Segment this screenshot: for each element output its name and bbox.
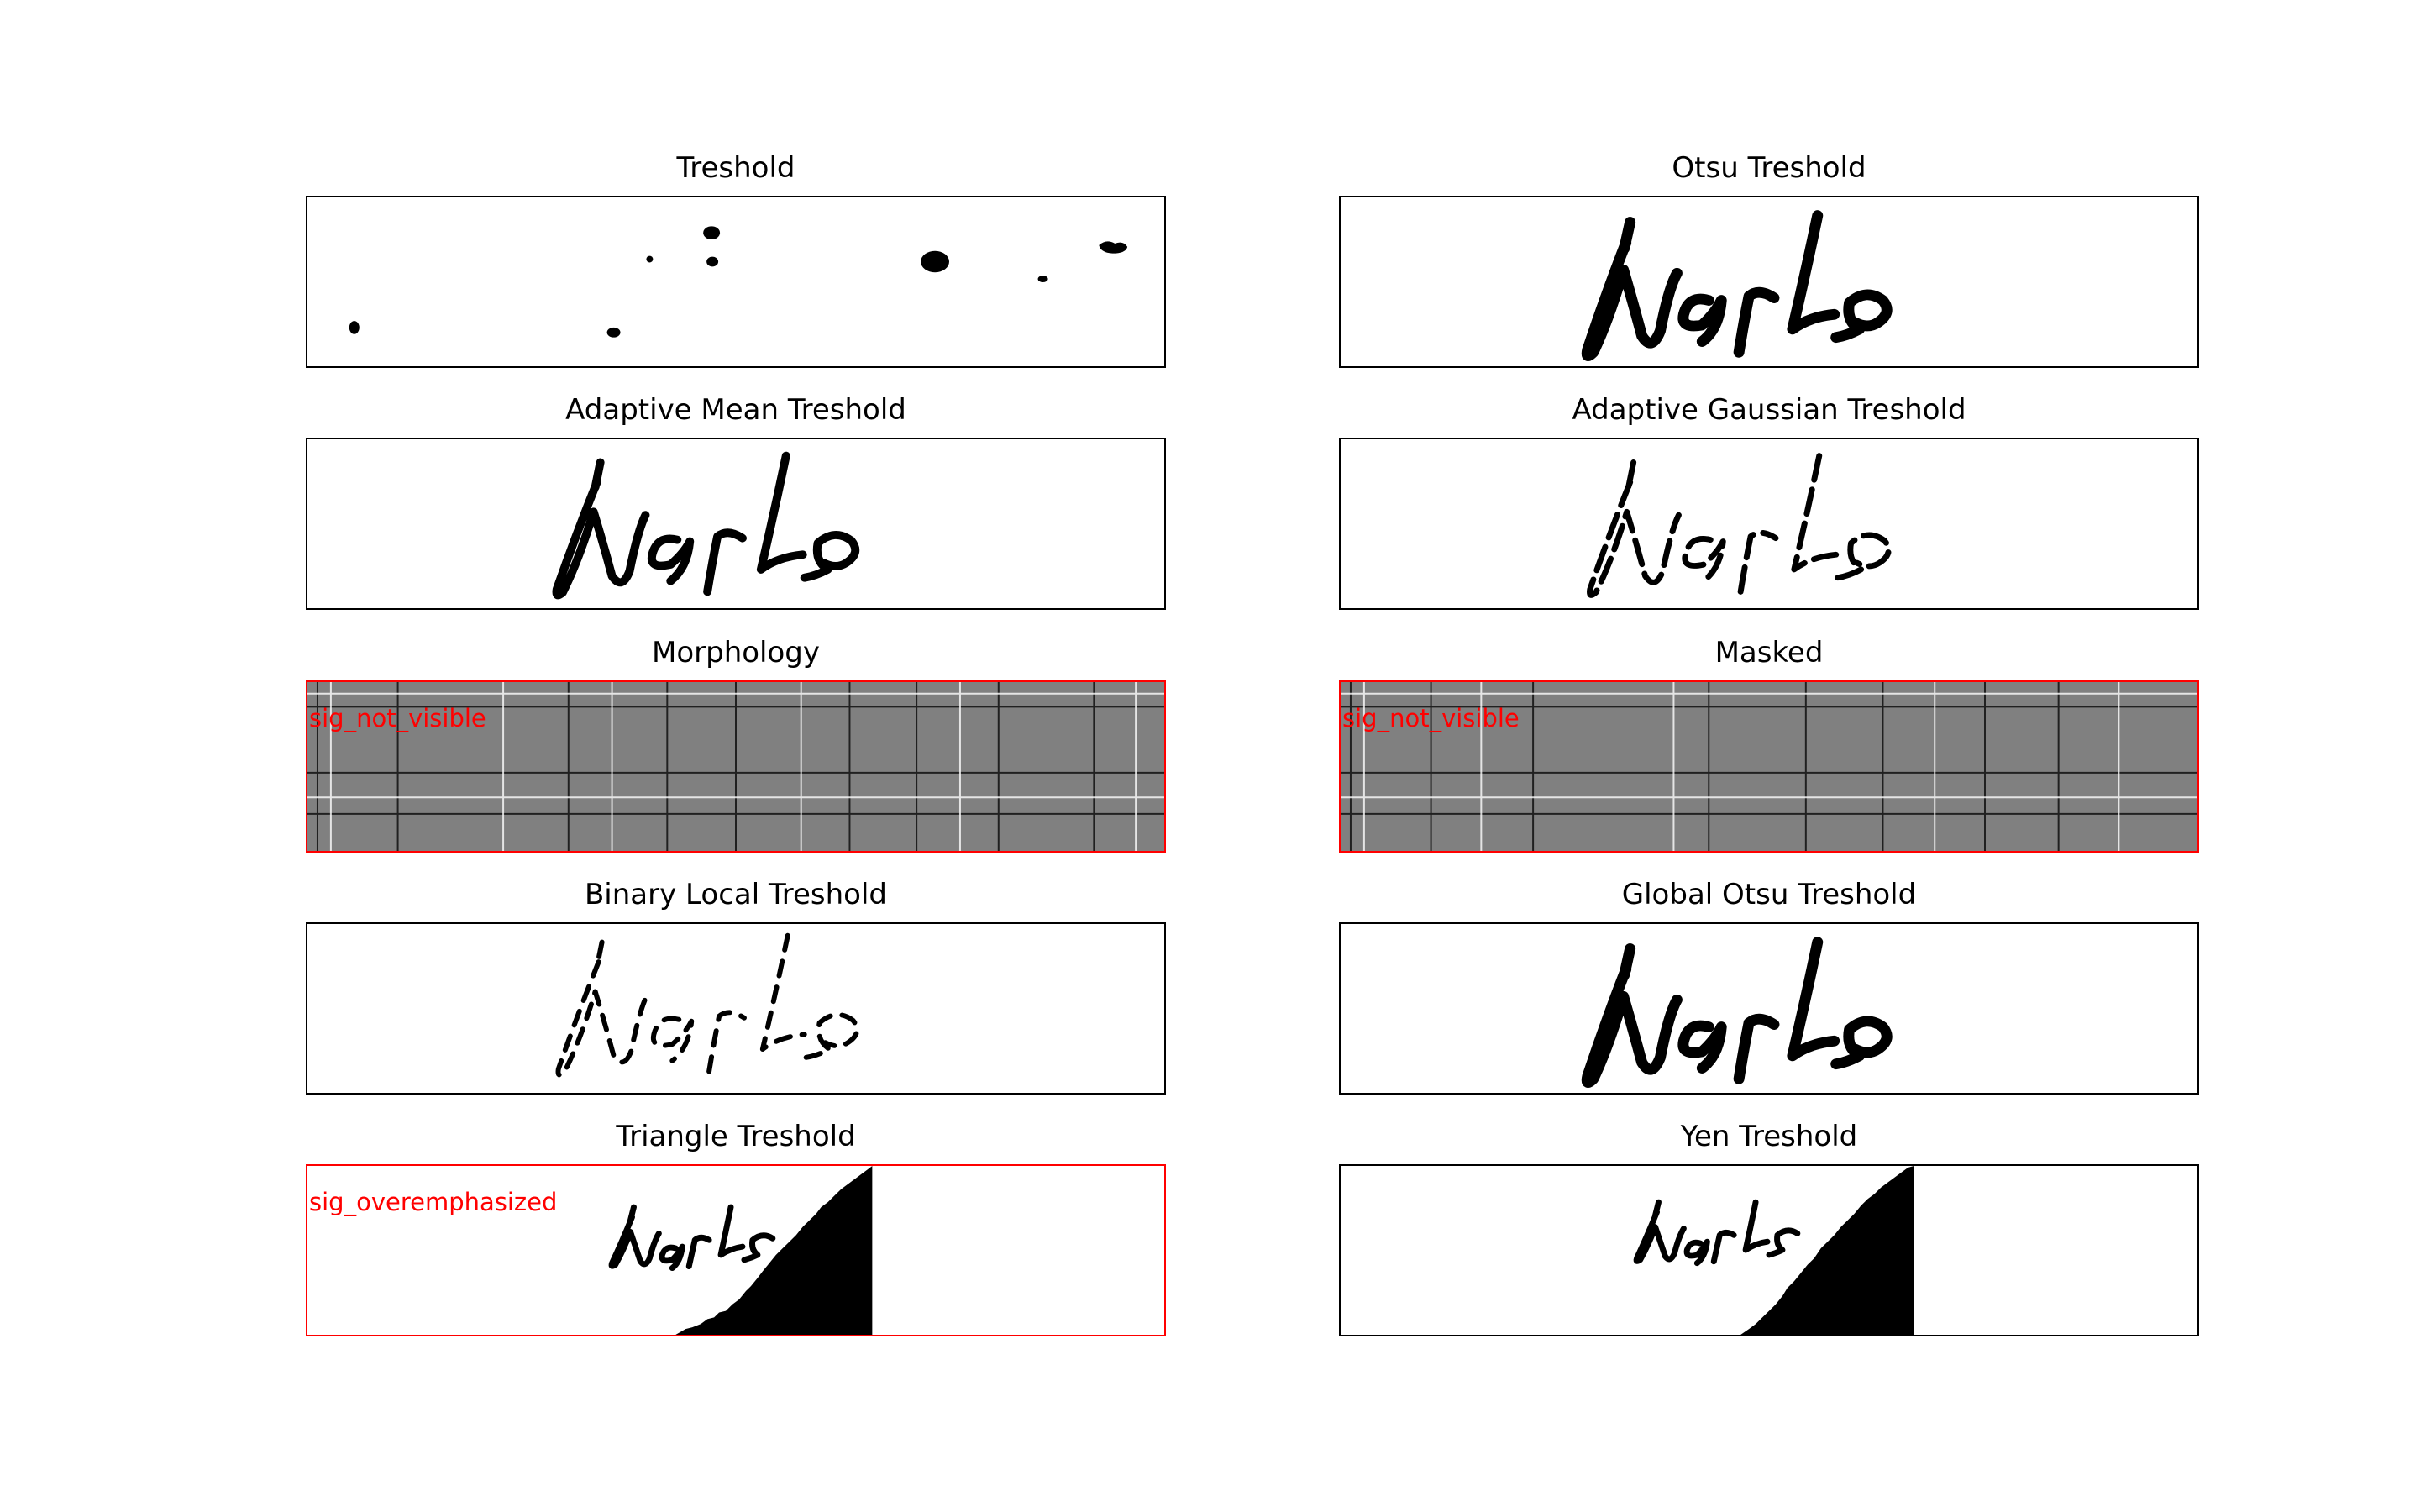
signature-image [1581, 937, 1893, 1088]
quality-flag: sig_overemphasized [309, 1188, 558, 1216]
panel-treshold: Treshold [306, 151, 1166, 368]
panel-masked: Masked [1339, 636, 2199, 853]
image-frame: sig_not_visible [306, 680, 1166, 853]
image-frame [1339, 922, 2199, 1095]
threshold-blobs-image [349, 226, 1128, 338]
panel-title: Morphology [652, 636, 820, 669]
panel-title: Adaptive Mean Treshold [565, 393, 906, 427]
quality-flag: sig_not_visible [1342, 704, 1520, 732]
signature-image [1581, 210, 1893, 361]
panel-morphology: Morphology [306, 636, 1166, 853]
panel-otsu: Otsu Treshold [1339, 151, 2199, 368]
image-frame [1339, 196, 2199, 368]
panel-title: Otsu Treshold [1672, 151, 1866, 185]
signature-image [1587, 453, 1892, 598]
image-frame [1339, 1164, 2199, 1336]
signature-with-black-wedge-image [608, 1166, 873, 1335]
panel-adaptive-gaussian: Adaptive Gaussian Treshold [1339, 393, 2199, 610]
panel-yen: Yen Treshold [1339, 1120, 2199, 1336]
panel-triangle: Triangle Treshold sig_overemphasized [306, 1120, 1166, 1336]
image-frame: sig_not_visible [1339, 680, 2199, 853]
panel-title: Yen Treshold [1680, 1120, 1858, 1153]
image-frame [306, 922, 1166, 1095]
quality-flag: sig_not_visible [309, 704, 486, 732]
signature-image [552, 451, 860, 600]
signature-with-black-wedge-image [1633, 1166, 1914, 1335]
image-frame: sig_overemphasized [306, 1164, 1166, 1336]
image-frame [306, 196, 1166, 368]
signature-image [555, 932, 860, 1078]
image-frame [306, 438, 1166, 610]
panel-title: Treshold [676, 151, 795, 185]
panel-adaptive-mean: Adaptive Mean Treshold [306, 393, 1166, 610]
panel-title: Global Otsu Treshold [1621, 878, 1917, 911]
image-frame [1339, 438, 2199, 610]
panel-binary-local: Binary Local Treshold [306, 878, 1166, 1095]
panel-title: Triangle Treshold [616, 1120, 856, 1153]
noise-grid-image [307, 682, 1164, 851]
panel-title: Adaptive Gaussian Treshold [1572, 393, 1966, 427]
panel-title: Masked [1714, 636, 1824, 669]
panel-global-otsu: Global Otsu Treshold [1339, 878, 2199, 1095]
noise-grid-image [1341, 682, 2197, 851]
panel-title: Binary Local Treshold [584, 878, 887, 911]
